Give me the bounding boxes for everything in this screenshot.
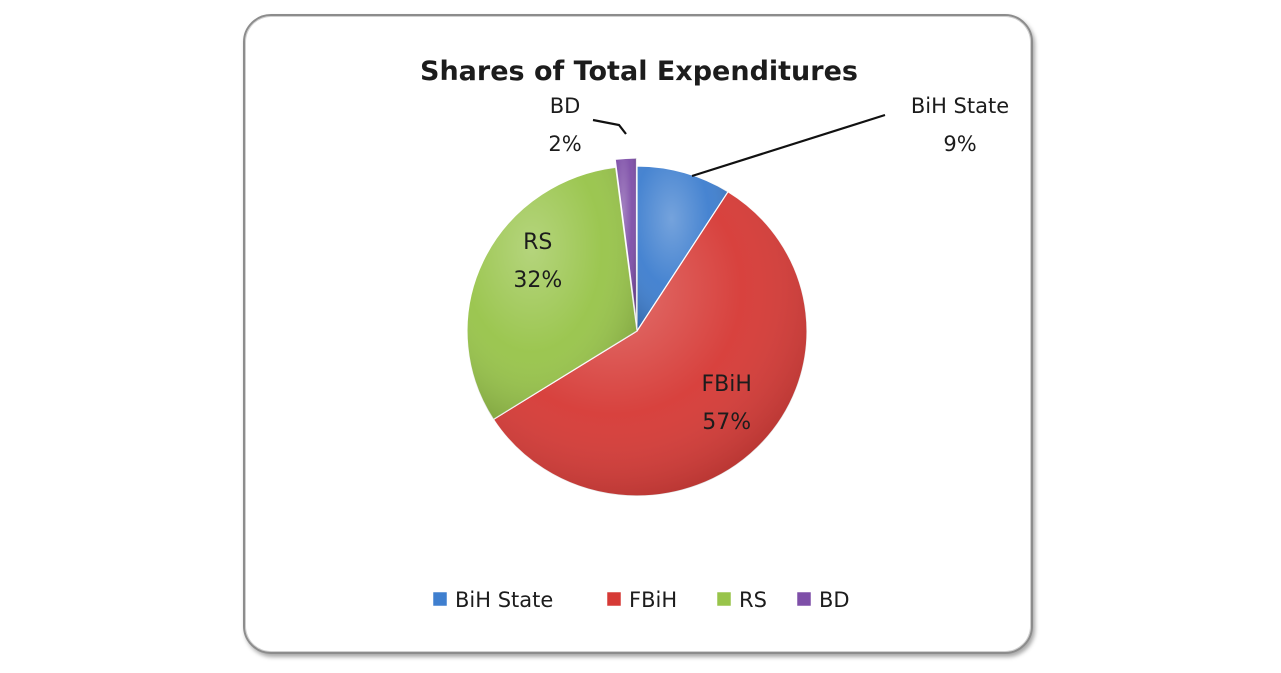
chart-title: Shares of Total Expenditures [420, 56, 858, 87]
legend-item-fbih: FBiH [606, 588, 677, 612]
pie-slice-shade-fbih [493, 191, 807, 496]
data-label-name-bih-state: BiH State [911, 94, 1009, 118]
data-label-fbih: FBiH 57% [702, 372, 752, 435]
data-label-bih-state: BiH State 9% [691, 94, 1009, 178]
data-label-value-fbih: 57% [702, 410, 751, 435]
legend-label-fbih: FBiH [629, 588, 677, 612]
data-labels: BiH State 9% FBiH 57% RS 32% BD 2% [513, 94, 1009, 435]
legend-swatch-rs [716, 591, 732, 607]
leader-line-bih-state [691, 113, 886, 178]
leader-line-bd [592, 118, 627, 135]
data-label-name-fbih: FBiH [702, 372, 752, 397]
data-label-value-rs: 32% [513, 268, 562, 293]
legend-swatch-fbih [606, 591, 622, 607]
data-label-value-bd: 2% [548, 132, 581, 156]
legend-swatch-bih-state [432, 591, 448, 607]
pie-slice-shade-rs [467, 167, 637, 420]
legend-item-bih-state: BiH State [432, 588, 553, 612]
data-label-value-bih-state: 9% [943, 132, 976, 156]
legend-item-bd: BD [796, 588, 850, 612]
data-label-bd: BD 2% [548, 94, 627, 156]
pie-slice-shade-bd [615, 158, 637, 324]
legend-swatch-bd [796, 591, 812, 607]
legend-label-rs: RS [739, 588, 767, 612]
pie-group [466, 157, 808, 497]
legend-item-rs: RS [716, 588, 767, 612]
pie-slice-shade-bih-state [637, 166, 729, 331]
legend: BiH State FBiH RS BD [432, 588, 850, 612]
data-label-rs: RS 32% [513, 230, 562, 293]
data-label-name-bd: BD [550, 94, 581, 118]
data-label-name-rs: RS [523, 230, 552, 255]
legend-label-bd: BD [819, 588, 850, 612]
legend-label-bih-state: BiH State [455, 588, 553, 612]
